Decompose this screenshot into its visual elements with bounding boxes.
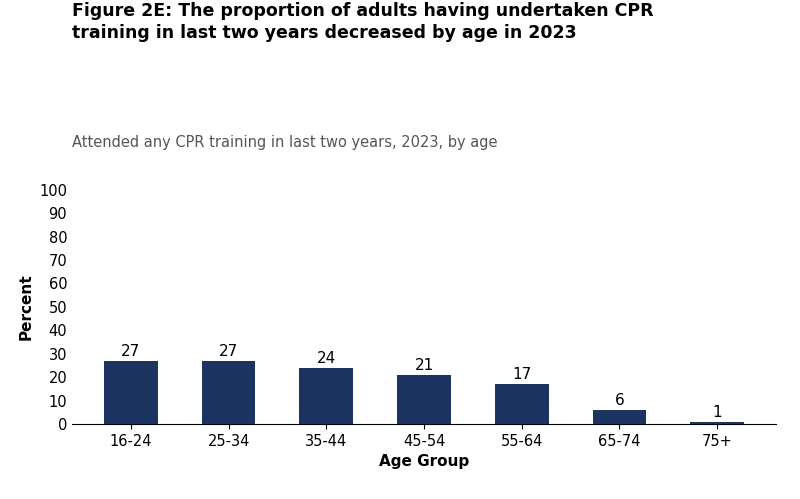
Y-axis label: Percent: Percent (18, 273, 34, 340)
Bar (495, 384, 549, 424)
Bar (104, 361, 158, 424)
Bar (690, 422, 744, 424)
Text: Attended any CPR training in last two years, 2023, by age: Attended any CPR training in last two ye… (72, 135, 498, 150)
Bar (202, 361, 255, 424)
Bar (593, 410, 646, 424)
Text: 21: 21 (414, 358, 434, 373)
Bar (397, 375, 451, 424)
Bar (299, 368, 353, 424)
Text: Figure 2E: The proportion of adults having undertaken CPR
training in last two y: Figure 2E: The proportion of adults havi… (72, 2, 654, 42)
Text: 24: 24 (317, 351, 336, 366)
Text: 6: 6 (614, 393, 624, 408)
X-axis label: Age Group: Age Group (379, 455, 469, 470)
Text: 17: 17 (512, 367, 531, 382)
Text: 27: 27 (219, 344, 238, 359)
Text: 27: 27 (122, 344, 141, 359)
Text: 1: 1 (712, 405, 722, 420)
